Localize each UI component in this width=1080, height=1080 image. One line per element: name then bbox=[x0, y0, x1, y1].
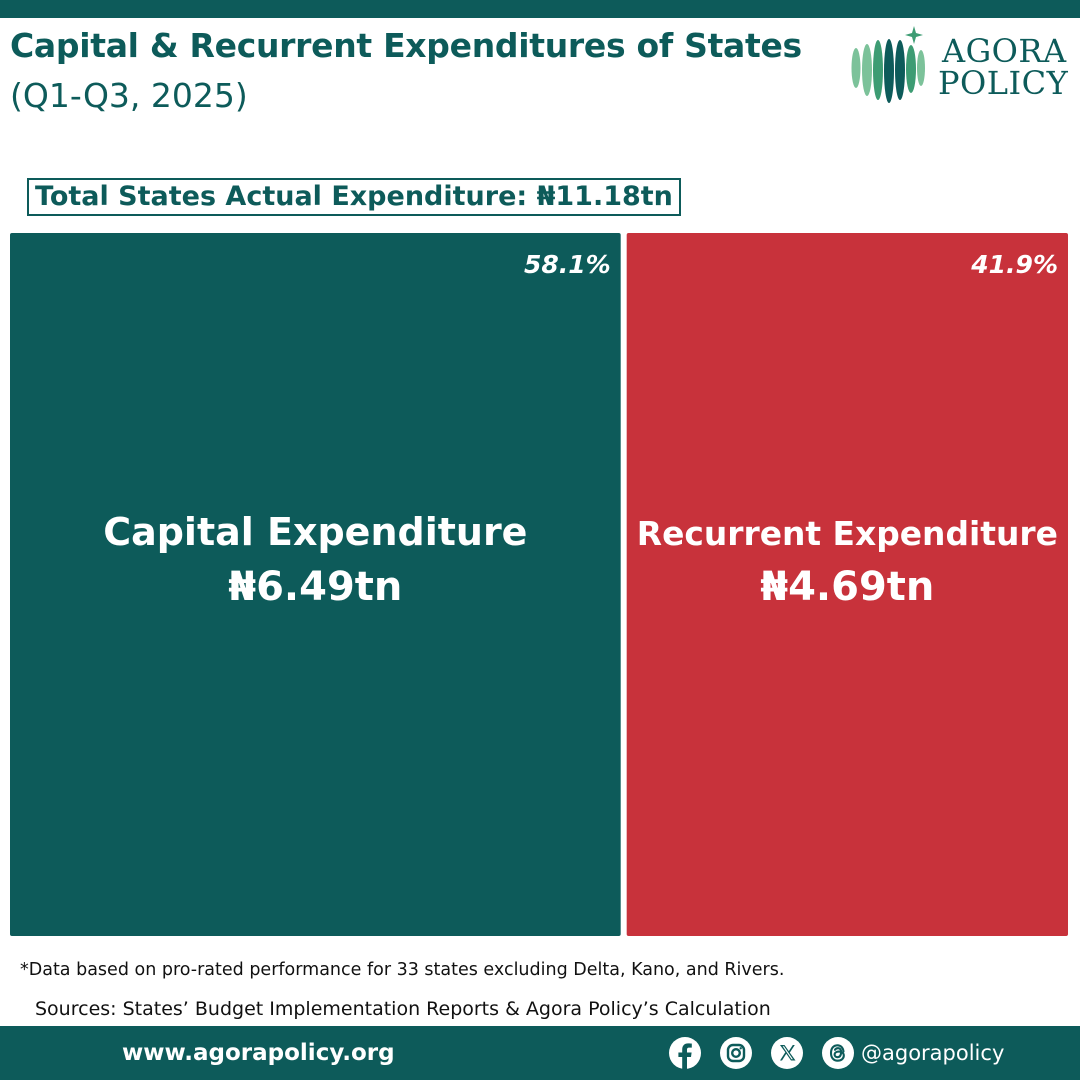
treemap-tile-recurrent-expenditure bbox=[626, 233, 1068, 936]
page-subtitle: (Q1-Q3, 2025) bbox=[10, 76, 248, 115]
treemap-tile-capital-expenditure bbox=[10, 233, 621, 936]
facebook-icon[interactable] bbox=[668, 1036, 702, 1070]
social-links: @agorapolicy bbox=[668, 1036, 1004, 1070]
footer-bar: www.agorapolicy.org @agorapolicy bbox=[0, 1026, 1080, 1080]
percent-label-capital-expenditure: 58.1% bbox=[524, 250, 611, 279]
logo-mark-icon bbox=[851, 26, 925, 103]
sources-note: Sources: States’ Budget Implementation R… bbox=[35, 998, 771, 1020]
category-label-capital-expenditure: Capital Expenditure bbox=[103, 510, 527, 554]
threads-icon[interactable] bbox=[821, 1036, 855, 1070]
category-label-recurrent-expenditure: Recurrent Expenditure bbox=[637, 514, 1058, 553]
value-label-recurrent-expenditure: ₦4.69tn bbox=[760, 564, 934, 610]
agora-policy-logo: AGORA POLICY bbox=[850, 24, 1078, 104]
percent-label-recurrent-expenditure: 41.9% bbox=[970, 250, 1058, 279]
x-icon[interactable] bbox=[770, 1036, 804, 1070]
footnote: *Data based on pro-rated performance for… bbox=[20, 960, 785, 980]
total-expenditure-label: Total States Actual Expenditure: ₦11.18t… bbox=[27, 178, 681, 216]
page-title: Capital & Recurrent Expenditures of Stat… bbox=[10, 26, 802, 65]
social-handle[interactable]: @agorapolicy bbox=[861, 1041, 1005, 1065]
website-link[interactable]: www.agorapolicy.org bbox=[122, 1040, 395, 1066]
top-bar bbox=[0, 0, 1080, 18]
logo-text-line2: POLICY bbox=[938, 64, 1069, 102]
logo-text-line1: AGORA bbox=[942, 32, 1067, 70]
value-label-capital-expenditure: ₦6.49tn bbox=[228, 564, 402, 610]
instagram-icon[interactable] bbox=[719, 1036, 753, 1070]
